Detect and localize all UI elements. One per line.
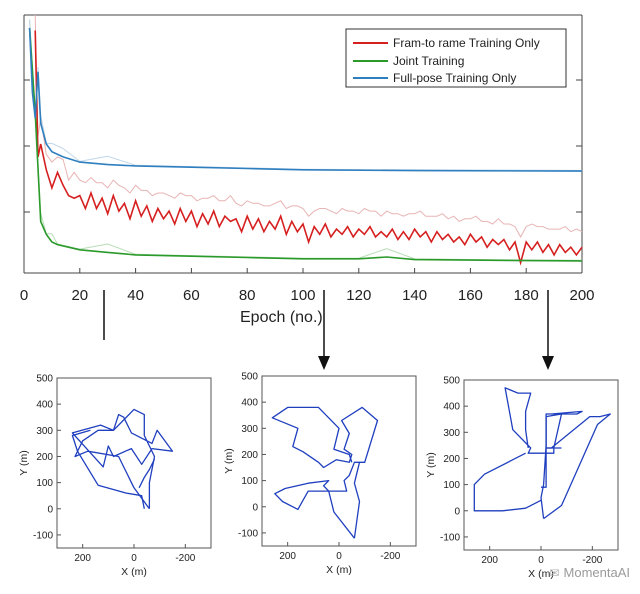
x-tick-group: 0 20 40 60 80 100 120 140 160 180 200	[20, 268, 595, 304]
traj-x-label: X (m)	[528, 568, 554, 580]
y-tick-label: 200	[241, 450, 258, 461]
trajectory-path	[541, 447, 562, 488]
traj-y-label: Y (m)	[18, 450, 30, 475]
x-tick-label: 0	[538, 555, 544, 566]
y-tick-label: 200	[36, 452, 53, 463]
x-tick-label: 0	[20, 287, 28, 304]
legend: Fram-to rame Training Only Joint Trainin…	[345, 28, 567, 88]
x-tick-label: 160	[458, 287, 483, 304]
arrow-head-epoch-190	[542, 356, 554, 370]
y-tick-label: 100	[36, 478, 53, 489]
wechat-icon: ✉	[549, 565, 560, 580]
trajectory-path	[71, 408, 174, 510]
y-tick-label: 0	[454, 506, 460, 517]
trajectory-path	[540, 410, 583, 519]
traj-frame	[261, 375, 417, 547]
x-tick-label: 180	[514, 287, 539, 304]
trajectory-path	[353, 462, 361, 539]
watermark: ✉ MomentaAI	[549, 565, 630, 580]
y-tick-label: 500	[241, 372, 258, 383]
x-tick-label: 80	[239, 287, 256, 304]
series-line-full-pose-training-only	[28, 27, 583, 172]
trajectory-path	[271, 406, 379, 539]
x-tick-label: 200	[74, 553, 91, 564]
traj-frame	[56, 377, 212, 549]
x-tick-label: 40	[127, 287, 144, 304]
x-tick-label: 0	[336, 551, 342, 562]
x-tick-label: 200	[481, 555, 498, 566]
x-tick-label: 0	[131, 553, 137, 564]
traj-x-label: X (m)	[121, 566, 147, 578]
x-tick-label: 20	[71, 287, 88, 304]
y-tick-label: -100	[238, 528, 258, 539]
traj-x-label: X (m)	[326, 564, 352, 576]
x-tick-label: 120	[346, 287, 371, 304]
series-group	[28, 27, 583, 266]
y-tick-label: 300	[36, 426, 53, 437]
trajectory-plot-1: -100 0 100 200 300 400 500 200 0 -200 X (m) Y (m)	[18, 374, 212, 578]
y-tick-label: 300	[443, 428, 460, 439]
trajectory-path	[71, 429, 145, 509]
legend-label-full-pose: Full-pose Training Only	[393, 71, 516, 85]
traj-frame	[463, 379, 619, 551]
x-tick-label: 200	[279, 551, 296, 562]
x-tick-label: 140	[402, 287, 427, 304]
main-chart: 0 20 40 60 80 100 120 140 160 180 200 Epoch (no.) …	[20, 14, 595, 340]
faint-line-fram-to-rame-training-only	[34, 14, 583, 238]
watermark-text: MomentaAI	[563, 565, 630, 580]
pointer-arrows	[103, 290, 105, 340]
y-tick-label: -100	[440, 532, 460, 543]
x-tick-label: -200	[582, 555, 602, 566]
y-tick-label: 0	[47, 504, 53, 515]
x-tick-label: -200	[380, 551, 400, 562]
traj-y-label: Y (m)	[223, 448, 235, 473]
y-tick-label: 400	[443, 402, 460, 413]
x-tick-label: 200	[569, 287, 594, 304]
legend-label-frame-to-frame: Fram-to rame Training Only	[393, 36, 540, 50]
traj-y-label: Y (m)	[425, 452, 437, 477]
y-tick-label: 500	[443, 376, 460, 387]
y-tick-label: 100	[443, 480, 460, 491]
x-axis-label: Epoch (no.)	[240, 309, 323, 326]
y-tick-label: 400	[241, 398, 258, 409]
trajectory-path	[274, 479, 330, 511]
trajectory-path	[138, 458, 156, 489]
y-tick-label: 400	[36, 400, 53, 411]
series-line-joint-training	[28, 27, 583, 262]
y-tick-label: 500	[36, 374, 53, 385]
trajectory-path	[473, 452, 542, 512]
y-tick-label: 100	[241, 476, 258, 487]
x-tick-label: 60	[183, 287, 200, 304]
series-line-fram-to-rame-training-only	[34, 30, 583, 266]
x-tick-label: 100	[290, 287, 315, 304]
y-tick-label: 200	[443, 454, 460, 465]
y-tick-label: 300	[241, 424, 258, 435]
legend-label-joint: Joint Training	[393, 54, 464, 68]
y-tick-label: 0	[252, 502, 258, 513]
y-tick-label: -100	[33, 530, 53, 541]
trajectory-plot-3: -100 0 100 200 300 400 500 200 0 -200 X (m) Y (m)	[425, 376, 619, 580]
x-tick-label: -200	[175, 553, 195, 564]
trajectory-plot-2: -100 0 100 200 300 400 500 200 0 -200 X (m) Y (m)	[223, 372, 417, 576]
